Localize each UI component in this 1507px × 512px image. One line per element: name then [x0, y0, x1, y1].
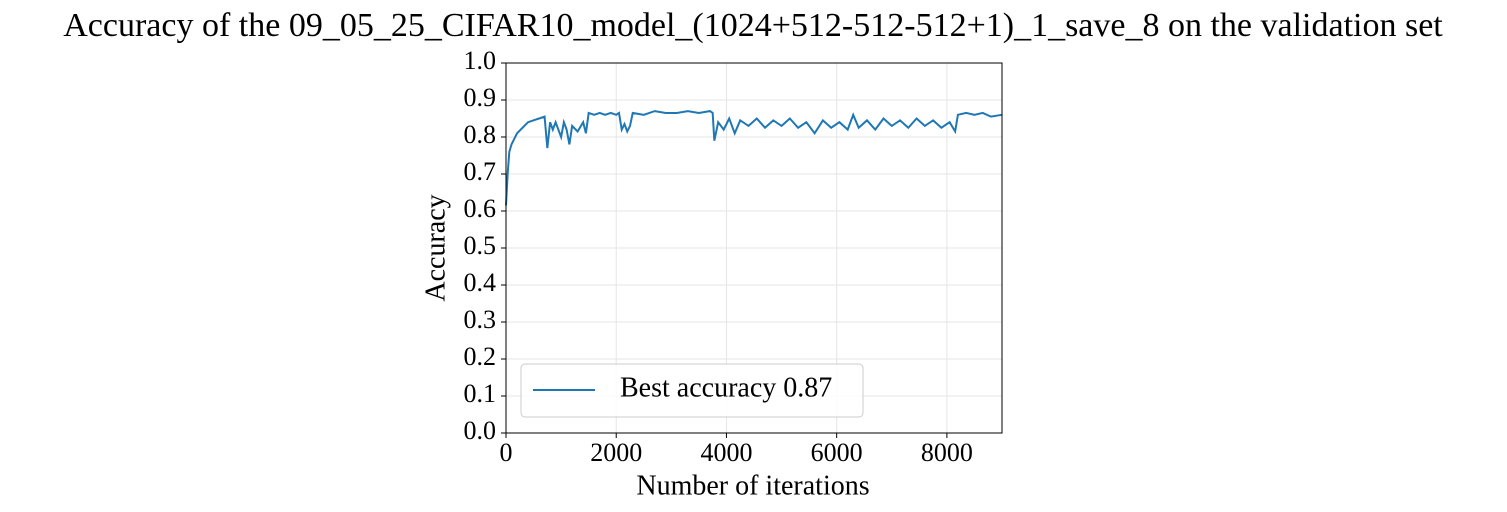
- y-axis-label: Accuracy: [420, 194, 451, 301]
- y-tick-label: 1.0: [464, 46, 497, 75]
- y-tick-label: 0.4: [464, 268, 497, 297]
- x-axis-label: Number of iterations: [636, 470, 869, 501]
- legend-box: [520, 363, 864, 418]
- y-tick-label: 0.0: [464, 416, 497, 445]
- y-tick-label: 0.2: [464, 342, 497, 371]
- y-tick-label: 0.5: [464, 231, 497, 260]
- y-tick-label: 0.9: [464, 83, 497, 112]
- y-tick-label: 0.6: [464, 194, 497, 223]
- plot-frame: [505, 62, 1003, 434]
- x-tick-label: 6000: [811, 438, 863, 467]
- y-tick-label: 0.8: [464, 120, 497, 149]
- y-tick-label: 0.1: [464, 379, 497, 408]
- x-tick-label: 4000: [700, 438, 752, 467]
- y-tick-label: 0.7: [464, 157, 497, 186]
- legend-label: Best accuracy 0.87: [620, 372, 832, 403]
- data-line: [505, 110, 1003, 206]
- x-tick-label: 0: [500, 438, 513, 467]
- y-tick-label: 0.3: [464, 305, 497, 334]
- x-tick-label: 8000: [921, 438, 973, 467]
- x-tick-label: 2000: [590, 438, 642, 467]
- chart-title: Accuracy of the 09_05_25_CIFAR10_model_(…: [63, 7, 1443, 44]
